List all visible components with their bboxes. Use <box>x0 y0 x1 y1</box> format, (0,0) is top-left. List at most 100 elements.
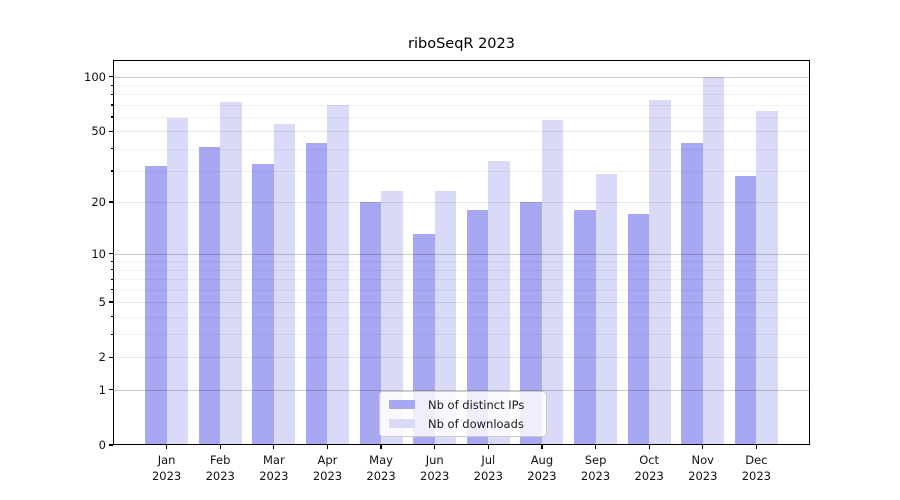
gridline-1 <box>114 389 809 391</box>
x-tick-year: 2023 <box>366 469 396 483</box>
x-tick-label-mar: Mar 2023 <box>246 452 302 484</box>
x-tick-mark-mar <box>273 445 275 449</box>
bar-downloads-oct <box>649 100 671 445</box>
gridline-20 <box>114 202 809 204</box>
y-tick-mark-20 <box>109 201 113 203</box>
x-tick-label-jan: Jan 2023 <box>139 452 195 484</box>
y-tick-label-1: 1 <box>98 382 106 397</box>
legend-swatch-ips <box>389 400 415 409</box>
x-tick-mark-oct <box>648 445 650 449</box>
x-tick-label-oct: Oct 2023 <box>621 452 677 484</box>
x-tick-mark-aug <box>541 445 543 449</box>
bar-ips-sep <box>574 210 596 445</box>
chart-title: riboSeqR 2023 <box>408 36 515 52</box>
bar-downloads-jan <box>166 118 189 445</box>
x-tick-month: Feb <box>210 453 231 467</box>
bar-downloads-sep <box>595 173 617 445</box>
bar-downloads-apr <box>327 104 349 445</box>
y-minor-tick-mark-40 <box>110 148 113 150</box>
x-tick-mark-sep <box>594 445 597 449</box>
x-tick-year: 2023 <box>741 469 772 483</box>
y-minor-tick-mark-6 <box>110 289 113 291</box>
x-tick-label-feb: Feb 2023 <box>192 452 248 484</box>
bar-downloads-aug <box>541 119 564 445</box>
gridline-80 <box>114 94 809 96</box>
x-tick-mark-dec <box>755 445 757 449</box>
x-tick-month: Jul <box>481 453 496 467</box>
bar-ips-jan <box>145 165 167 445</box>
y-tick-label-2: 2 <box>98 350 106 365</box>
x-tick-month: Jan <box>157 453 176 467</box>
bar-ips-feb <box>198 146 221 445</box>
legend-label-downloads: Nb of downloads <box>428 416 524 431</box>
x-tick-mark-nov <box>702 445 704 449</box>
gridline-10 <box>114 253 809 255</box>
x-tick-mark-jul <box>487 445 489 449</box>
bar-downloads-nov <box>702 76 725 445</box>
legend-swatch-downloads <box>389 419 415 428</box>
y-tick-label-10: 10 <box>91 246 106 261</box>
x-tick-label-apr: Apr 2023 <box>299 452 355 484</box>
bar-downloads-dec <box>756 110 778 445</box>
bar-downloads-mar <box>273 123 296 445</box>
bar-ips-mar <box>252 163 274 445</box>
gridline-30 <box>114 170 809 172</box>
bar-ips-jul <box>466 210 489 445</box>
bar-ips-nov <box>681 143 703 445</box>
y-tick-mark-0 <box>109 444 113 446</box>
y-tick-label-20: 20 <box>91 195 106 210</box>
bar-downloads-jun <box>434 191 457 445</box>
bar-ips-oct <box>627 214 650 445</box>
gridline-8 <box>114 269 809 271</box>
bar-downloads-jul <box>488 161 510 445</box>
y-tick-label-100: 100 <box>84 69 106 84</box>
gridline-7 <box>114 279 809 281</box>
gridline-90 <box>114 85 809 87</box>
x-tick-label-sep: Sep 2023 <box>568 452 624 484</box>
y-minor-tick-mark-90 <box>110 84 113 86</box>
x-tick-label-jun: Jun 2023 <box>407 452 463 484</box>
gridline-100 <box>114 76 809 78</box>
y-tick-label-5: 5 <box>98 295 106 309</box>
y-tick-label-50: 50 <box>91 124 106 139</box>
gridline-6 <box>114 289 809 291</box>
bar-ips-apr <box>306 143 328 445</box>
x-tick-label-jul: Jul 2023 <box>460 452 516 484</box>
gridline-70 <box>114 104 809 106</box>
gridline-5 <box>114 302 809 303</box>
y-tick-mark-1 <box>109 389 113 391</box>
bar-ips-aug <box>520 202 542 445</box>
y-minor-tick-mark-70 <box>110 104 113 106</box>
gridline-40 <box>114 148 809 150</box>
x-tick-year: 2023 <box>580 469 611 483</box>
gridline-2 <box>114 357 809 359</box>
y-tick-mark-10 <box>109 253 113 255</box>
legend-item-downloads: Nb of downloads <box>389 417 537 431</box>
x-tick-year: 2023 <box>312 469 343 483</box>
x-tick-label-nov: Nov 2023 <box>675 452 731 484</box>
y-minor-tick-mark-9 <box>110 260 113 262</box>
x-tick-month: Dec <box>745 453 768 467</box>
legend-item-distinct-ips: Nb of distinct IPs <box>389 398 537 412</box>
legend-label-distinct-ips: Nb of distinct IPs <box>428 397 525 412</box>
x-tick-label-may: May 2023 <box>353 452 409 484</box>
y-tick-mark-100 <box>109 76 113 78</box>
x-tick-month: Sep <box>584 453 607 467</box>
x-tick-label-dec: Dec 2023 <box>728 452 784 484</box>
x-tick-mark-may <box>380 445 382 449</box>
x-tick-month: May <box>369 453 393 467</box>
x-tick-mark-apr <box>326 445 329 449</box>
y-tick-mark-50 <box>109 130 113 132</box>
y-minor-tick-mark-60 <box>110 116 113 118</box>
gridline-4 <box>114 316 809 318</box>
x-tick-mark-jun <box>434 445 436 449</box>
y-minor-tick-mark-3 <box>110 333 113 336</box>
x-tick-year: 2023 <box>259 469 289 483</box>
y-minor-tick-mark-8 <box>110 269 113 271</box>
legend: Nb of distinct IPs Nb of downloads <box>379 391 547 437</box>
y-minor-tick-mark-30 <box>110 170 113 172</box>
bar-downloads-feb <box>220 101 242 445</box>
y-minor-tick-mark-7 <box>110 278 113 280</box>
x-tick-year: 2023 <box>420 469 450 483</box>
